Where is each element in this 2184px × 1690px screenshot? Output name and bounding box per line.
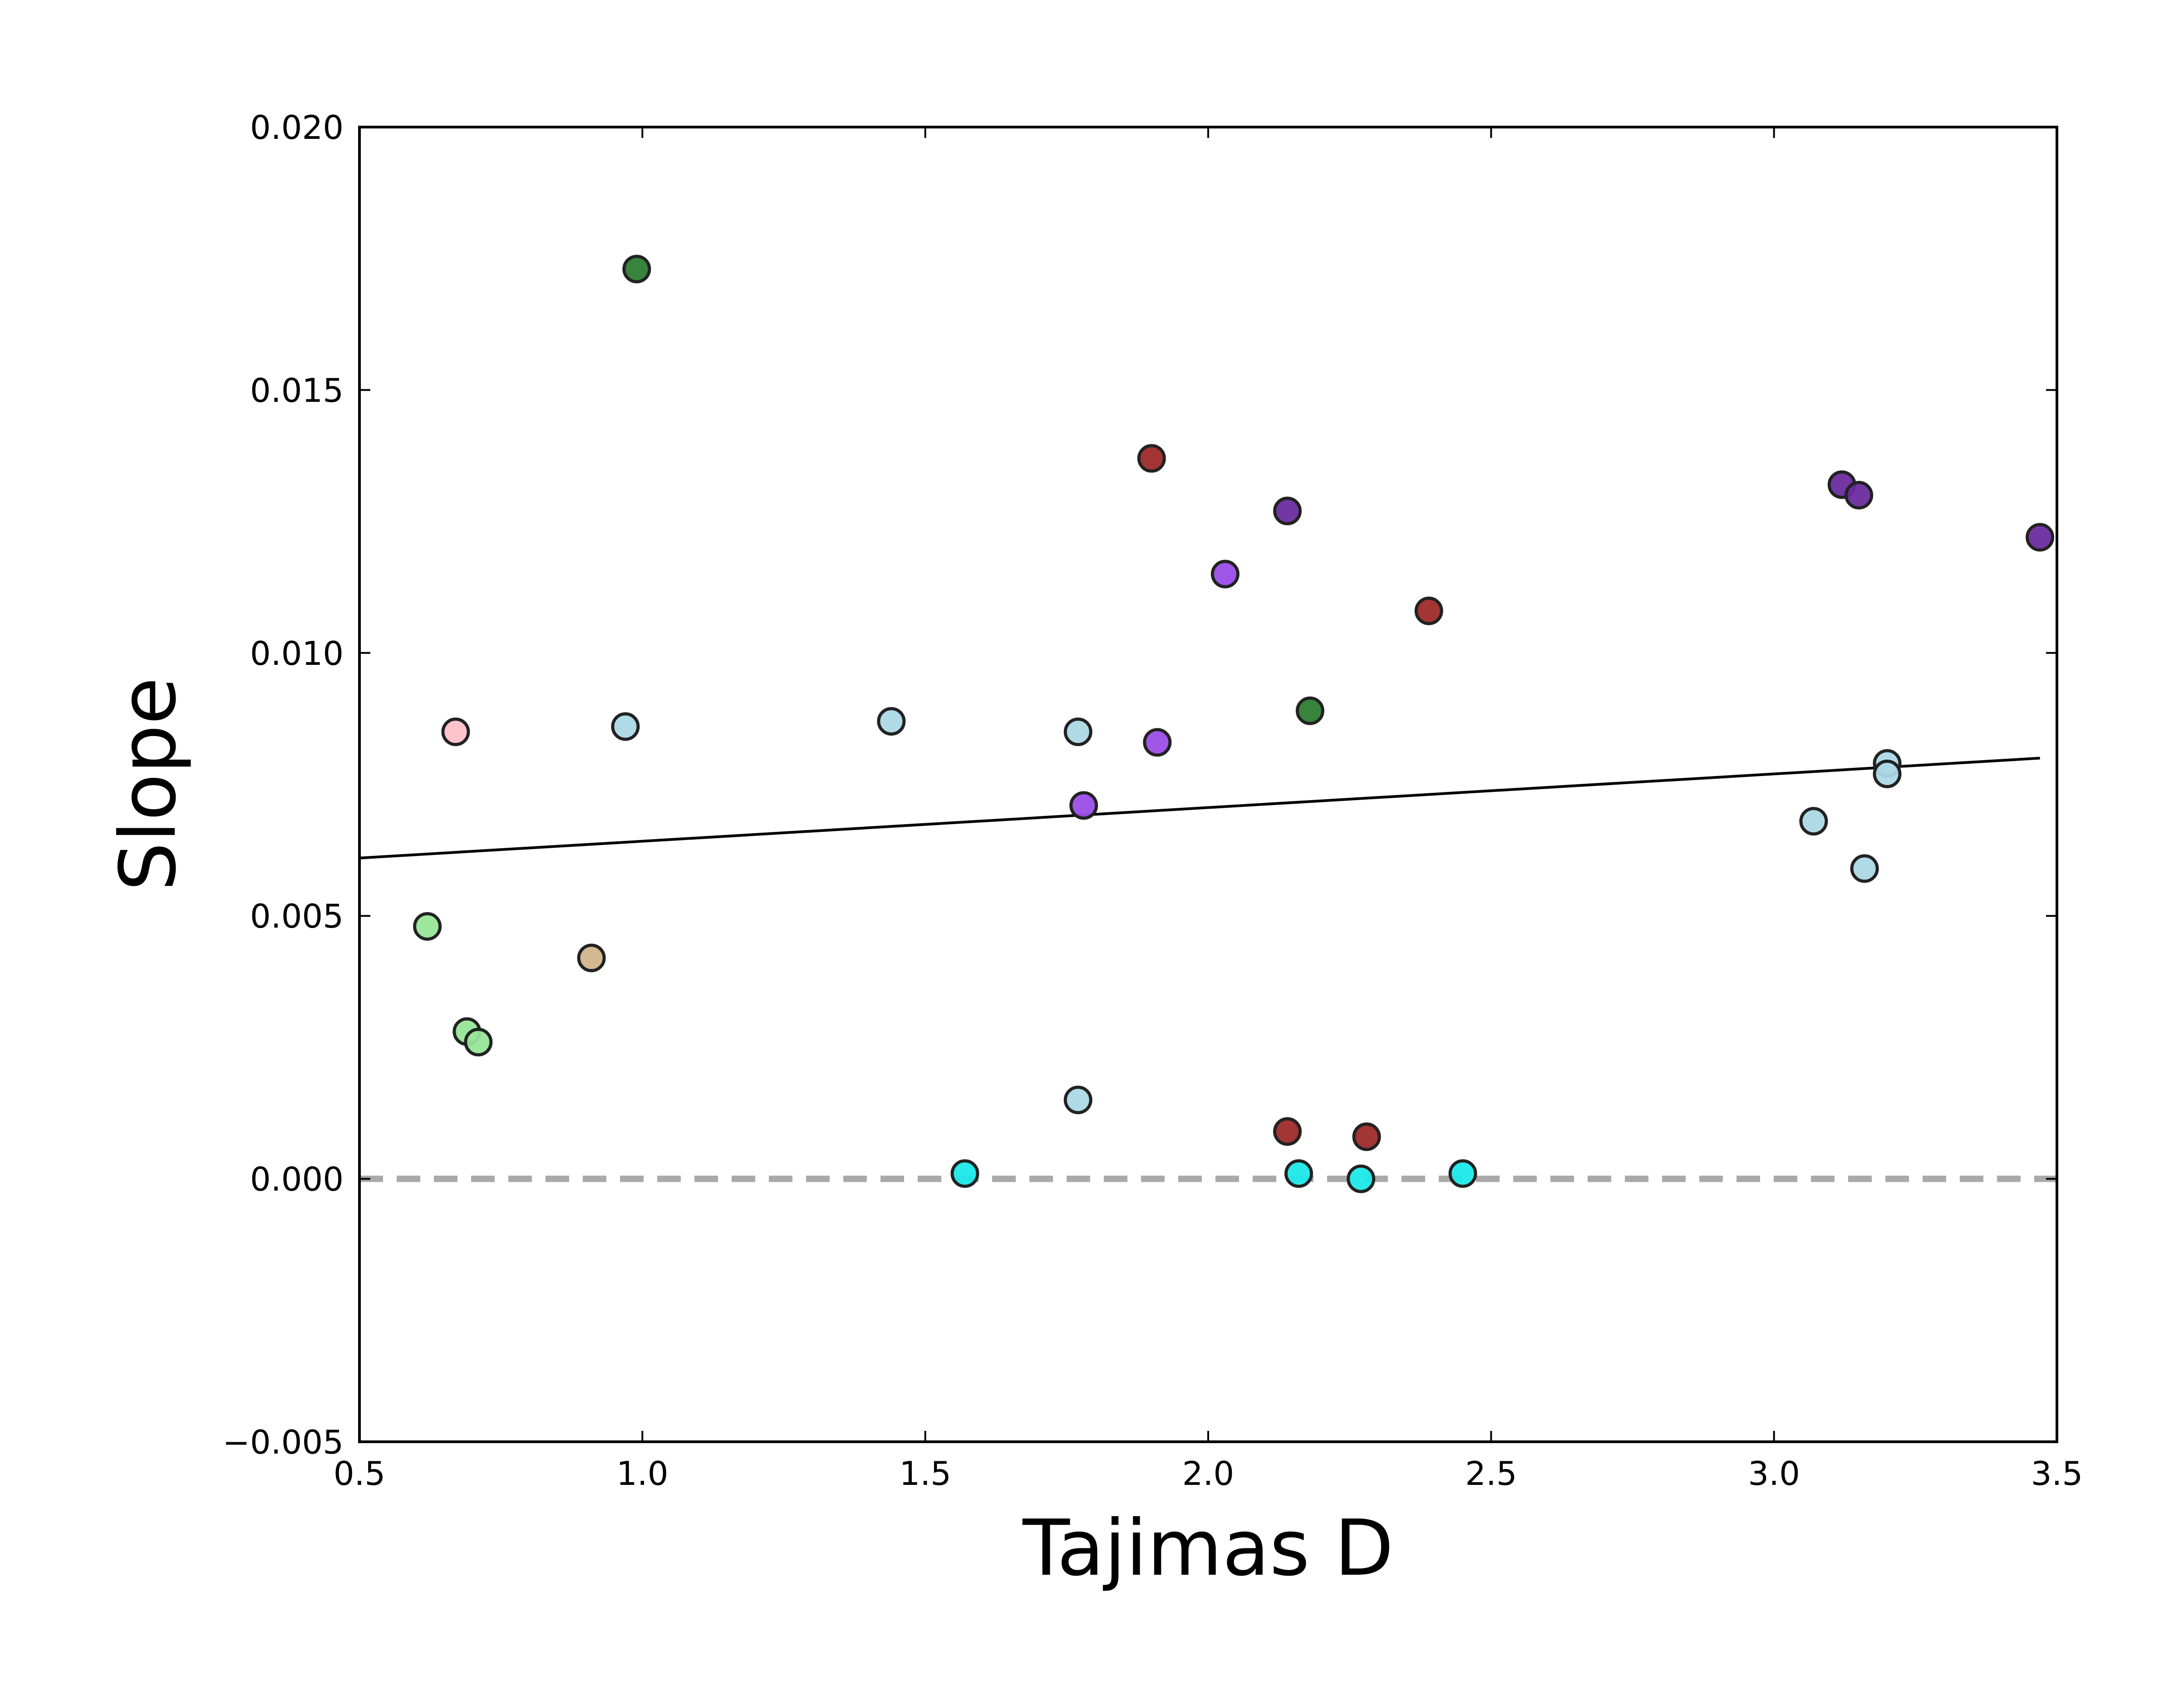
x-tick-label-5: 3.0 xyxy=(1748,1454,1800,1493)
data-point-9 xyxy=(2026,523,2055,552)
y-tick-label-0: −0.005 xyxy=(223,1423,344,1461)
data-point-21 xyxy=(441,717,470,747)
data-point-6 xyxy=(1273,496,1302,526)
data-point-28 xyxy=(1347,1164,1376,1194)
data-point-10 xyxy=(1210,560,1240,589)
x-tick-label-0: 0.5 xyxy=(334,1454,386,1493)
data-point-13 xyxy=(611,712,640,741)
data-point-0 xyxy=(622,255,651,284)
y-tick-label-5: 0.020 xyxy=(250,108,344,147)
y-tick-label-1: 0.000 xyxy=(250,1160,344,1199)
x-tick-label-2: 1.5 xyxy=(899,1454,951,1493)
x-tick-label-6: 3.5 xyxy=(2031,1454,2083,1493)
plot-area xyxy=(359,255,2057,1194)
data-point-2 xyxy=(1137,444,1166,473)
data-point-18 xyxy=(1850,854,1879,883)
data-point-20 xyxy=(1873,759,1902,788)
x-tick-label-3: 2.0 xyxy=(1182,1454,1235,1493)
y-tick-label-4: 0.015 xyxy=(250,371,344,409)
data-point-27 xyxy=(1284,1159,1313,1188)
axis-ticks: 0.5 1.0 1.5 2.0 2.5 3.0 3.5 −0.005 0.000 0.005 0.0… xyxy=(223,108,2083,1493)
data-point-24 xyxy=(464,1027,493,1056)
data-point-3 xyxy=(1414,596,1443,625)
data-point-11 xyxy=(1143,728,1172,757)
y-tick-label-2: 0.005 xyxy=(250,897,344,935)
y-tick-label-3: 0.010 xyxy=(250,634,344,673)
data-point-12 xyxy=(1069,791,1098,820)
data-point-14 xyxy=(877,707,906,736)
x-tick-label-4: 2.5 xyxy=(1465,1454,1517,1493)
y-axis-label: Slope xyxy=(103,677,193,891)
data-point-22 xyxy=(413,912,442,941)
x-axis-label: Tajimas D xyxy=(1022,1503,1394,1593)
data-point-8 xyxy=(1845,481,1874,510)
data-point-26 xyxy=(950,1159,979,1188)
data-point-15 xyxy=(1063,717,1092,747)
data-point-16 xyxy=(1063,1086,1092,1115)
data-point-25 xyxy=(577,943,606,973)
data-point-5 xyxy=(1352,1122,1381,1151)
data-point-4 xyxy=(1273,1117,1302,1146)
data-point-29 xyxy=(1448,1159,1477,1188)
trend-line xyxy=(359,757,2040,860)
data-point-17 xyxy=(1799,807,1828,836)
data-point-1 xyxy=(1295,696,1324,725)
x-tick-label-1: 1.0 xyxy=(616,1454,669,1493)
